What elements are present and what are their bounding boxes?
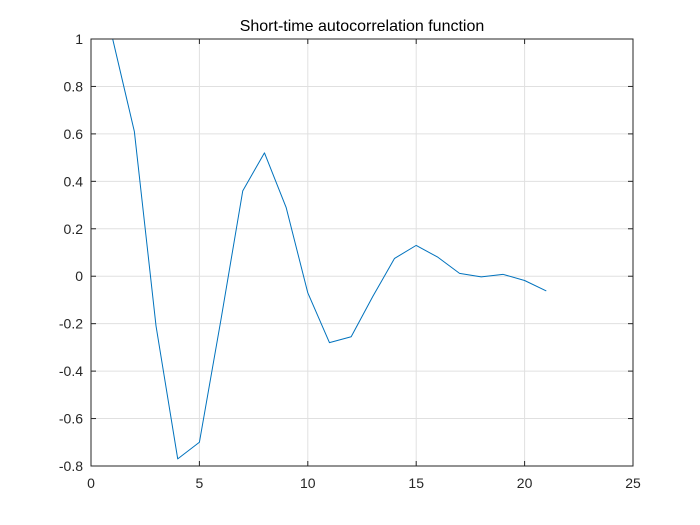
- y-tick-label: -0.8: [59, 458, 83, 474]
- y-tick-labels: -0.8 -0.6 -0.4 -0.2 0 0.2 0.4 0.6 0.8 1: [59, 31, 83, 474]
- x-tick-label: 15: [408, 475, 424, 491]
- x-tick-labels: 0 5 10 15 20 25: [87, 475, 641, 491]
- y-tick-label: 1: [75, 31, 83, 47]
- tick-marks: [90, 38, 634, 467]
- x-tick-label: 0: [87, 475, 95, 491]
- y-tick-label: -0.4: [59, 363, 83, 379]
- y-tick-label: 0.6: [64, 126, 84, 142]
- y-tick-label: 0.4: [64, 173, 84, 189]
- x-tick-label: 5: [196, 475, 204, 491]
- x-tick-label: 20: [517, 475, 533, 491]
- series-layer: [112, 39, 547, 460]
- chart-title: Short-time autocorrelation function: [240, 18, 485, 35]
- y-tick-label: 0.8: [64, 78, 84, 94]
- y-tick-label: 0.2: [64, 221, 84, 237]
- y-tick-label: 0: [75, 268, 83, 284]
- x-tick-label: 10: [300, 475, 316, 491]
- y-tick-label: -0.6: [59, 411, 83, 427]
- series-line-0: [112, 39, 547, 460]
- x-tick-label: 25: [625, 475, 641, 491]
- axes-box: [90, 38, 634, 467]
- y-tick-label: -0.2: [59, 316, 83, 332]
- plot-area: [91, 39, 633, 466]
